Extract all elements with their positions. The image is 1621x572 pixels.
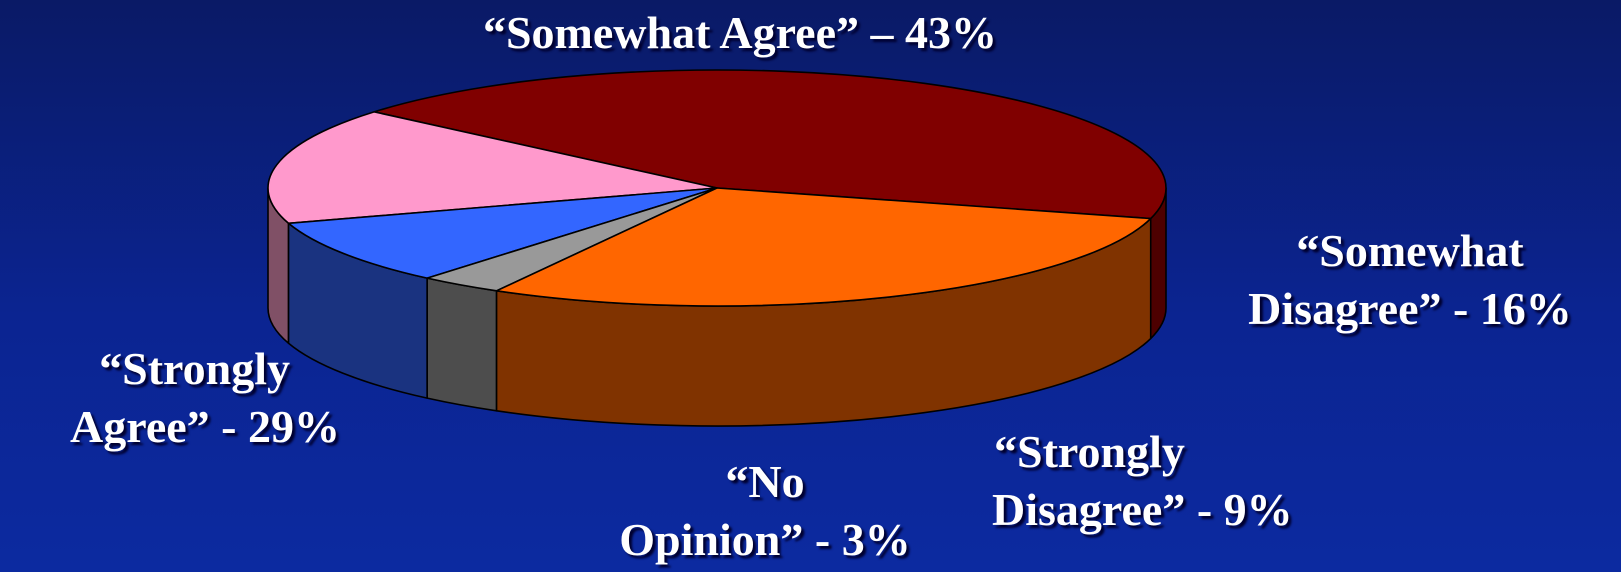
slice-label-no-opinion-line2: Opinion” - 3% — [619, 514, 911, 565]
slice-label-strongly-agree: “Strongly Agree” - 29% — [10, 340, 340, 456]
slice-label-no-opinion: “No Opinion” - 3% — [595, 453, 935, 569]
slice-label-strongly-disagree-line2: Disagree” - 9% — [992, 484, 1293, 535]
pie-side-group — [267, 187, 1167, 427]
slice-label-somewhat-disagree-line1: “Somewhat — [1296, 225, 1524, 276]
pie-slice-strongly-agree — [495, 187, 1152, 307]
slice-label-strongly-agree-line2: Agree” - 29% — [70, 401, 340, 452]
slice-label-somewhat-disagree-line2: Disagree” - 16% — [1248, 283, 1572, 334]
slice-label-strongly-disagree-line1: “Strongly — [994, 426, 1185, 477]
pie-slice-somewhat-agree — [373, 69, 1167, 220]
slice-label-no-opinion-line1: “No — [725, 456, 805, 507]
slice-label-somewhat-disagree: “Somewhat Disagree” - 16% — [1215, 222, 1605, 338]
slice-label-strongly-agree-line1: “Strongly — [99, 343, 290, 394]
pie-slice-strongly-disagree — [287, 187, 718, 279]
slice-label-strongly-disagree: “Strongly Disagree” - 9% — [992, 423, 1293, 539]
pie-slice-somewhat-disagree — [267, 111, 718, 225]
pie-top-group — [267, 69, 1167, 307]
slice-label-somewhat-agree-text: “Somewhat Agree” – 43% — [482, 7, 998, 58]
slice-label-somewhat-agree: “Somewhat Agree” – 43% — [420, 4, 1060, 62]
pie-side-no-opinion — [426, 277, 498, 412]
